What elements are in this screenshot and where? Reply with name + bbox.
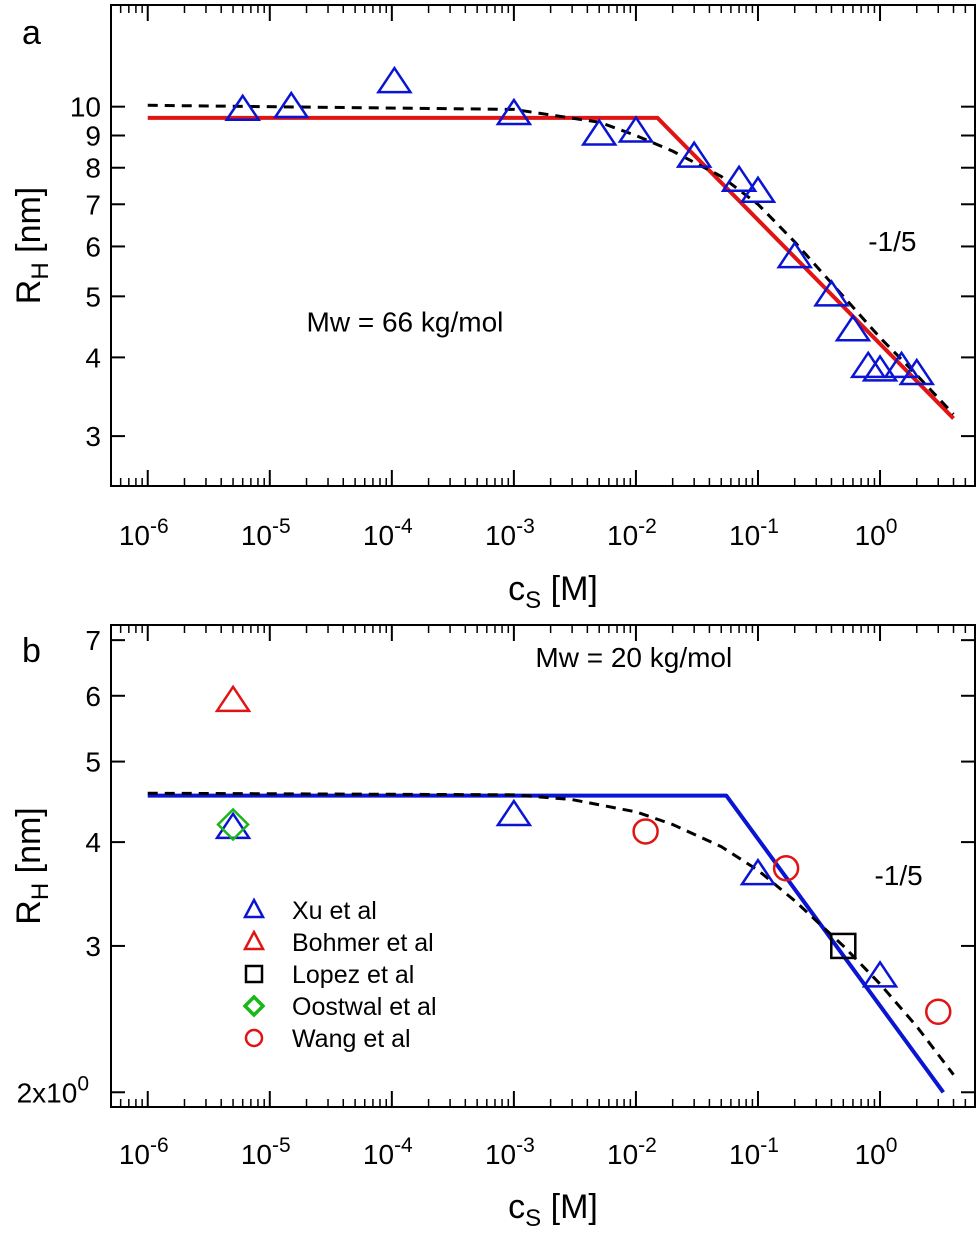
mw-annotation: Mw = 20 kg/mol bbox=[535, 642, 732, 673]
legend-item: Wang et al bbox=[244, 1025, 411, 1053]
plot-area bbox=[147, 684, 955, 1094]
mw-annotation: Mw = 66 kg/mol bbox=[307, 306, 504, 337]
data-point-triangle bbox=[617, 115, 655, 143]
data-point-triangle bbox=[675, 140, 713, 168]
x-tick-label: 10-4 bbox=[363, 515, 413, 551]
x-tick-label: 10-6 bbox=[119, 515, 169, 551]
solid-fit-line bbox=[147, 115, 955, 420]
data-point-triangle bbox=[739, 857, 777, 886]
panel-letter: b bbox=[22, 632, 41, 670]
legend-item: Bohmer et al bbox=[242, 929, 434, 957]
legend-label: Lopez et al bbox=[292, 961, 414, 989]
plot-area bbox=[147, 65, 955, 420]
data-point-triangle bbox=[224, 93, 262, 122]
x-tick-label: 10-3 bbox=[485, 1134, 535, 1170]
x-tick-label: 10-2 bbox=[607, 1134, 657, 1170]
panel-letter: a bbox=[22, 14, 41, 52]
data-point-circle bbox=[632, 818, 659, 845]
data-point-triangle bbox=[861, 354, 899, 382]
x-tick-label: 10-1 bbox=[729, 515, 779, 551]
y-tick-label: 7 bbox=[85, 189, 101, 220]
dashed-fit-line bbox=[147, 791, 955, 1076]
plot-frame bbox=[110, 624, 976, 1108]
legend: Xu et al Bohmer et al Lopez et al Oostwal e… bbox=[242, 897, 437, 1053]
data-point-diamond bbox=[216, 807, 250, 842]
slope-annotation: -1/5 bbox=[874, 860, 922, 891]
y-tick-label: 3 bbox=[85, 931, 101, 962]
legend-item: Oostwal et al bbox=[242, 993, 437, 1021]
y-tick-label: 5 bbox=[85, 281, 101, 312]
data-point-triangle bbox=[898, 357, 936, 386]
legend-marker-diamond bbox=[242, 994, 266, 1018]
y-tick-label: 6 bbox=[85, 231, 101, 262]
data-point-triangle bbox=[214, 811, 252, 840]
data-point-triangle bbox=[272, 90, 310, 119]
legend-label: Xu et al bbox=[292, 897, 377, 925]
data-point-triangle bbox=[214, 684, 252, 713]
x-tick-label: 10-4 bbox=[363, 1134, 413, 1170]
data-point-triangle bbox=[580, 118, 618, 146]
data-point-triangle bbox=[834, 314, 872, 342]
x-axis-label: cS [M] bbox=[508, 570, 598, 614]
y-tick-label: 2x100 bbox=[17, 1072, 89, 1108]
data-point-circle bbox=[772, 855, 800, 882]
plot-frame bbox=[110, 4, 976, 487]
y-axis-label: RH [nm] bbox=[10, 187, 54, 304]
data-point-triangle bbox=[720, 164, 758, 193]
x-minor-ticks bbox=[110, 5, 976, 486]
data-point-triangle bbox=[813, 279, 850, 307]
legend-marker-circle bbox=[244, 1028, 264, 1048]
data-point-triangle bbox=[861, 960, 899, 988]
y-tick-label: 3 bbox=[85, 421, 101, 452]
y-tick-label: 6 bbox=[85, 681, 101, 712]
x-tick-label: 10-5 bbox=[241, 515, 291, 551]
y-tick-label: 7 bbox=[85, 625, 101, 656]
x-minor-ticks bbox=[110, 625, 976, 1107]
data-point-triangle bbox=[849, 350, 887, 379]
x-tick-label: 10-2 bbox=[607, 515, 657, 551]
y-tick-label: 10 bbox=[70, 92, 101, 123]
data-point-triangle bbox=[495, 798, 533, 827]
data-point-circle bbox=[925, 998, 952, 1025]
dashed-fit-line bbox=[147, 103, 955, 416]
x-tick-label: 100 bbox=[855, 515, 898, 551]
data-point-triangle bbox=[376, 65, 413, 94]
legend-label: Bohmer et al bbox=[292, 929, 434, 957]
legend-item: Xu et al bbox=[242, 897, 377, 925]
y-tick-label: 9 bbox=[85, 121, 101, 152]
solid-fit-line bbox=[147, 793, 945, 1094]
x-tick-label: 10-1 bbox=[729, 1134, 779, 1170]
data-point-triangle bbox=[883, 350, 920, 379]
x-tick-label: 100 bbox=[855, 1134, 898, 1170]
legend-marker-triangle bbox=[242, 929, 266, 951]
x-tick-label: 10-6 bbox=[119, 1134, 169, 1170]
legend-marker-square bbox=[244, 964, 264, 984]
x-tick-label: 10-5 bbox=[241, 1134, 291, 1170]
panel-b: b 10-6 10-5 10-4 10-3 10-2 10-1 100 2x100 3 4 5 6 7 Mw… bbox=[10, 624, 976, 1232]
legend-label: Oostwal et al bbox=[292, 993, 437, 1021]
legend-item: Lopez et al bbox=[244, 961, 414, 989]
legend-label: Wang et al bbox=[292, 1025, 411, 1053]
data-point-triangle bbox=[495, 97, 533, 126]
data-point-triangle bbox=[776, 240, 814, 269]
slope-annotation: -1/5 bbox=[868, 226, 916, 257]
x-axis-label: cS [M] bbox=[508, 1188, 598, 1232]
data-point-square bbox=[830, 932, 857, 960]
legend-marker-triangle bbox=[242, 897, 266, 919]
y-tick-label: 4 bbox=[85, 827, 101, 858]
y-tick-label: 5 bbox=[85, 747, 101, 778]
data-point-triangle bbox=[739, 175, 777, 204]
y-tick-label: 8 bbox=[85, 153, 101, 184]
x-tick-label: 10-3 bbox=[485, 515, 535, 551]
y-tick-label: 4 bbox=[85, 342, 101, 373]
y-axis-label: RH [nm] bbox=[10, 807, 54, 924]
